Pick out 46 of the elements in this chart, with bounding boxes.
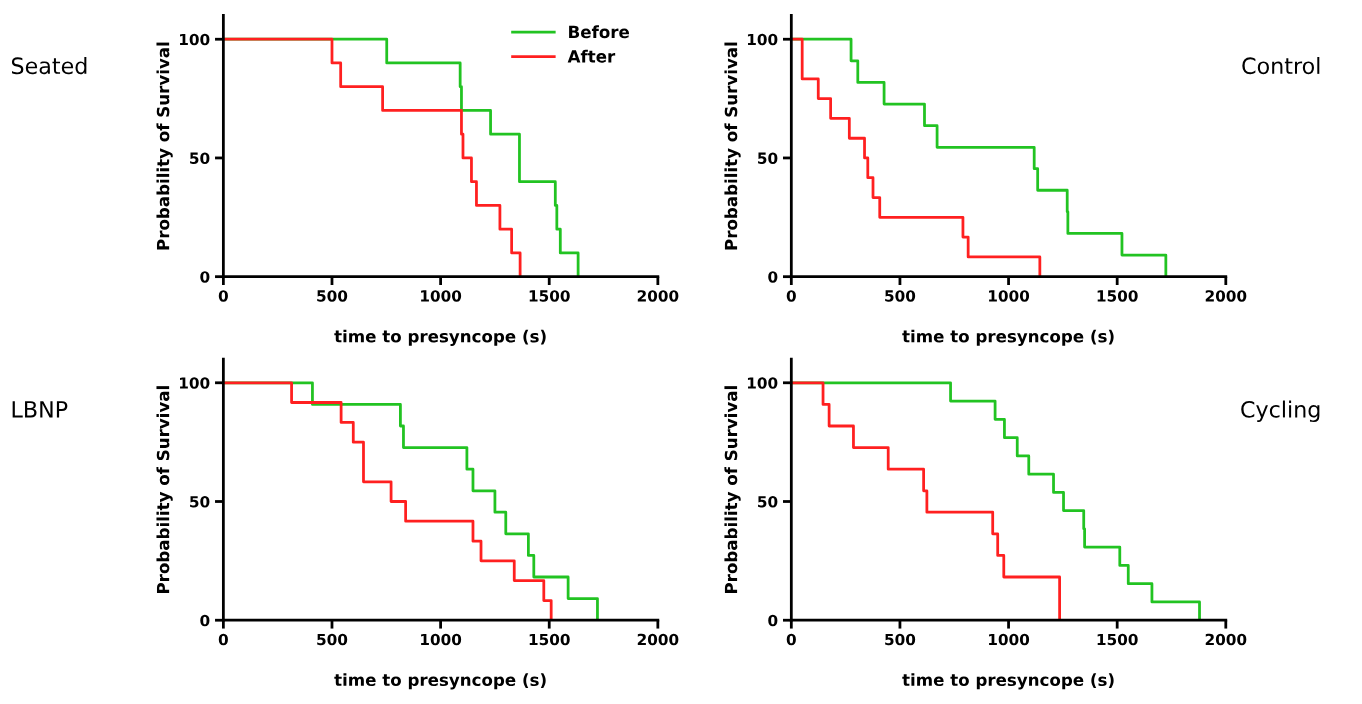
- x-tick-label: 1500: [1097, 633, 1138, 646]
- y-tick-label: 0: [200, 271, 210, 283]
- text: Control: [1242, 56, 1320, 75]
- x-tick-label: 500: [317, 290, 348, 302]
- x-axis-title: time to presyncope (s): [334, 329, 546, 346]
- y-axis-title: Probability of Survival: [724, 386, 741, 593]
- x-tick-label: 1000: [421, 633, 462, 646]
- x-tick-label: 500: [885, 633, 916, 646]
- y-tick-label: 0: [768, 614, 778, 627]
- x-tick-label: 2000: [637, 290, 679, 302]
- x-tick-label: 1500: [529, 633, 570, 646]
- y-axis-title: Probability of Survival: [156, 386, 173, 593]
- x-tick-label: 1500: [1097, 290, 1138, 302]
- y-tick-label: 50: [190, 152, 210, 164]
- y-tick-label: 100: [180, 377, 210, 389]
- x-tick-label: 0: [218, 290, 228, 302]
- x-tick-label: 0: [218, 633, 228, 646]
- x-tick-label: 0: [786, 290, 796, 302]
- x-tick-label: 1500: [529, 290, 570, 302]
- x-axis-title: time to presyncope (s): [902, 329, 1114, 346]
- y-axis-title: Probability of Survival: [724, 42, 741, 250]
- x-tick-label: 1000: [989, 633, 1030, 646]
- text: Seated: [11, 56, 87, 75]
- y-tick-label: 100: [180, 33, 210, 46]
- x-tick-label: 2000: [1205, 290, 1247, 302]
- x-axis-title: time to presyncope (s): [902, 673, 1114, 690]
- legend-label: After: [567, 49, 616, 63]
- text: Cycling: [1241, 400, 1320, 423]
- legend-label: Before: [569, 25, 630, 39]
- x-tick-label: 2000: [1205, 633, 1247, 646]
- y-tick-label: 100: [747, 377, 778, 389]
- x-tick-label: 1000: [421, 290, 462, 302]
- x-tick-label: 2000: [637, 633, 679, 646]
- y-tick-label: 100: [747, 33, 778, 46]
- y-tick-label: 50: [758, 495, 778, 508]
- y-tick-label: 50: [190, 495, 210, 508]
- x-tick-label: 1000: [989, 290, 1030, 302]
- y-tick-label: 0: [200, 614, 210, 627]
- x-tick-label: 500: [885, 290, 916, 302]
- x-tick-label: 500: [317, 633, 348, 646]
- x-axis-title: time to presyncope (s): [334, 673, 546, 690]
- y-tick-label: 0: [768, 271, 778, 283]
- y-tick-label: 50: [758, 152, 778, 164]
- text: LBNP: [12, 401, 68, 418]
- y-axis-title: Probability of Survival: [156, 42, 173, 250]
- x-tick-label: 0: [786, 633, 796, 646]
